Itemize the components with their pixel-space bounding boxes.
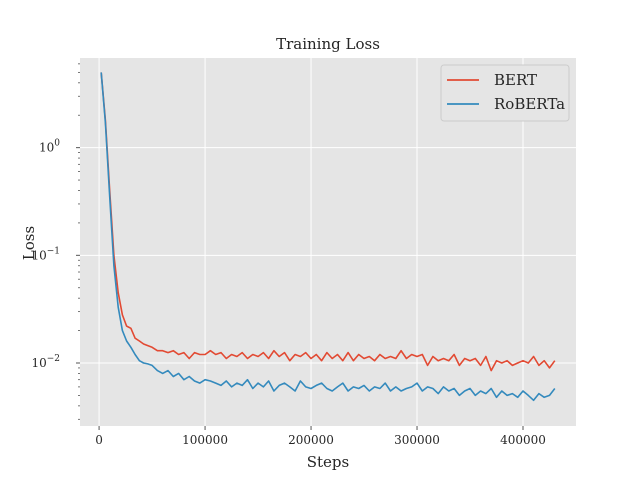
y-tick-base: 10 [31, 248, 46, 262]
x-tick-label: 400000 [500, 433, 546, 447]
x-tick-label: 200000 [288, 433, 334, 447]
y-tick-label: 10−2 [31, 354, 60, 370]
chart-title: Training Loss [276, 35, 380, 53]
x-tick-label: 100000 [182, 433, 228, 447]
series-line-bert [100, 72, 556, 372]
x-tick-label: 0 [95, 433, 103, 447]
x-axis: 0 100000 200000 300000 400000 [95, 426, 546, 447]
legend: BERT RoBERTa [440, 64, 570, 122]
legend-label: RoBERTa [494, 95, 565, 113]
series-line-roberta [100, 72, 556, 402]
y-tick-exponent: −1 [47, 246, 60, 256]
y-tick-base: 10 [39, 141, 54, 155]
y-tick-base: 10 [31, 356, 46, 370]
x-tick-label: 300000 [394, 433, 440, 447]
legend-box [440, 64, 570, 122]
y-tick-exponent: −2 [47, 354, 60, 364]
legend-label: BERT [494, 71, 537, 89]
y-tick-label: 100 [39, 139, 60, 155]
y-axis-label: Loss [20, 226, 38, 260]
y-tick-exponent: 0 [54, 139, 60, 149]
series-layer [100, 72, 556, 402]
x-axis-label: Steps [307, 453, 349, 471]
y-tick-label: 10−1 [31, 246, 60, 262]
